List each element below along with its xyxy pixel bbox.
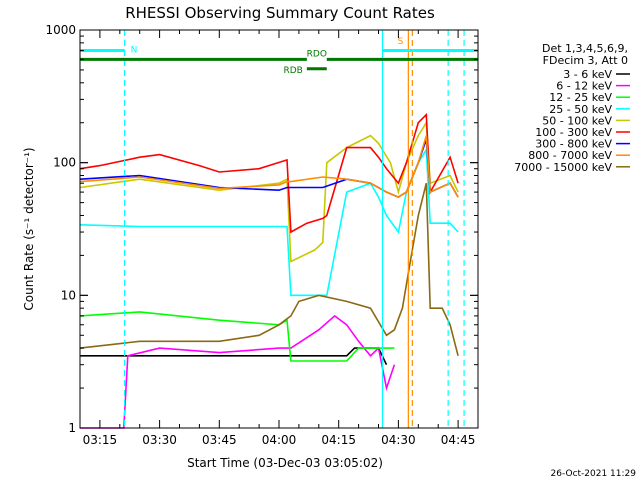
- legend-label-6-12-kev: 6 - 12 keV: [556, 80, 612, 93]
- y-axis-label: Count Rate (s⁻¹ detector⁻¹): [22, 147, 36, 310]
- legend-label-100-300-kev: 100 - 300 keV: [535, 126, 612, 139]
- series-line-12-25-kev: [79, 311, 395, 362]
- status-bar-label-rdo: RDO: [307, 49, 327, 59]
- chart-title: RHESSI Observing Summary Count Rates: [125, 4, 435, 22]
- axis-layer: 03:15 03:30 03:45 04:00 04:15 04:30 04:45 1 10 10…: [45, 23, 478, 447]
- status-bar-label-n: N: [131, 46, 138, 56]
- series-line-50-100-kev: [79, 120, 459, 263]
- y-tick-label: 1: [68, 421, 76, 435]
- series-line-800-7000-kev: [79, 135, 459, 198]
- x-axis-label: Start Time (03-Dec-03 03:05:02): [187, 456, 383, 470]
- legend-label-7000-15000-kev: 7000 - 15000 keV: [514, 161, 612, 174]
- footer-timestamp: 26-Oct-2021 11:29: [551, 469, 637, 479]
- series-layer: [79, 112, 459, 429]
- x-tick-label: 04:30: [381, 433, 416, 447]
- marker-layer: N RDO RDB S: [80, 30, 478, 428]
- legend-label-50-100-kev: 50 - 100 keV: [542, 114, 612, 127]
- series-line-25-50-kev: [79, 147, 459, 297]
- legend-label-3-6-kev: 3 - 6 keV: [563, 68, 612, 81]
- x-tick-label: 03:45: [202, 433, 237, 447]
- x-tick-label: 04:15: [321, 433, 356, 447]
- y-tick-label: 100: [53, 156, 76, 170]
- legend-label-25-50-kev: 25 - 50 keV: [549, 103, 612, 116]
- x-tick-label: 04:00: [262, 433, 297, 447]
- series-line-6-12-kev: [80, 314, 396, 429]
- x-tick-label: 04:45: [441, 433, 476, 447]
- series-line-3-6-kev: [80, 347, 388, 366]
- legend: Det 1,3,4,5,6,9, FDecim 3, Att 0 3 - 6 k…: [514, 42, 630, 174]
- legend-label-800-7000-kev: 800 - 7000 keV: [528, 149, 612, 162]
- marker-label-s: S: [398, 37, 404, 47]
- y-tick-label: 1000: [45, 23, 76, 37]
- legend-header-line-1: Det 1,3,4,5,6,9,: [542, 42, 628, 55]
- y-tick-label: 10: [61, 288, 76, 302]
- status-bar-label-rdb: RDB: [284, 66, 303, 76]
- legend-label-12-25-kev: 12 - 25 keV: [549, 91, 612, 104]
- series-line-300-800-kev: [79, 139, 459, 198]
- legend-header-line-2: FDecim 3, Att 0: [543, 54, 628, 67]
- x-tick-label: 03:30: [142, 433, 177, 447]
- plot-frame: [79, 29, 479, 429]
- legend-label-300-800-kev: 300 - 800 keV: [535, 138, 612, 151]
- series-line-7000-15000-kev: [79, 183, 459, 356]
- x-tick-label: 03:15: [83, 433, 118, 447]
- series-line-100-300-kev: [79, 112, 459, 234]
